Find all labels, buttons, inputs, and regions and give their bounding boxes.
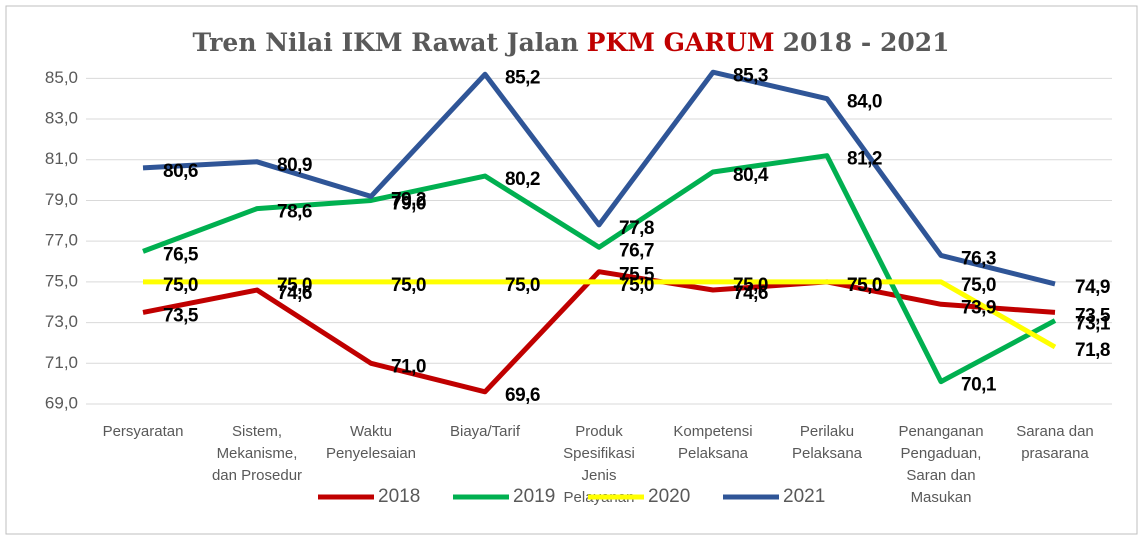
legend-label: 2021 xyxy=(783,486,825,507)
x-tick-label: Persyaratan xyxy=(103,423,184,440)
x-tick-label: Waktu Penyelesaian xyxy=(326,423,416,462)
x-tick-label: Biaya/Tarif xyxy=(450,423,521,440)
y-tick-label: 79,0 xyxy=(45,190,78,209)
title-part: PKM GARUM xyxy=(587,28,775,57)
data-label: 79,0 xyxy=(391,193,426,214)
y-tick-label: 71,0 xyxy=(45,353,78,372)
x-tick-label: Penanganan Pengaduan, Saran dan Masukan xyxy=(898,423,983,506)
data-label: 80,9 xyxy=(277,155,312,176)
data-label: 75,5 xyxy=(619,265,655,286)
x-tick-label: Perilaku Pelaksana xyxy=(792,423,863,462)
legend-label: 2019 xyxy=(513,486,555,507)
data-label: 75,0 xyxy=(847,275,882,296)
data-label: 75,0 xyxy=(391,275,426,296)
y-tick-label: 69,0 xyxy=(45,393,78,412)
series-line xyxy=(142,269,1056,395)
data-label: 73,9 xyxy=(961,297,996,318)
data-label: 73,5 xyxy=(1075,305,1111,326)
legend-label: 2020 xyxy=(648,486,690,507)
x-tick-label: Sarana dan prasarana xyxy=(1016,423,1094,462)
data-label: 73,5 xyxy=(163,305,199,326)
data-label: 77,8 xyxy=(619,218,654,239)
y-tick-label: 81,0 xyxy=(45,149,78,168)
legend-label: 2018 xyxy=(378,486,420,507)
data-label: 79,2 xyxy=(391,189,426,210)
series-line xyxy=(142,69,1056,287)
title-part: 2018 - 2021 xyxy=(783,28,950,57)
y-tick-label: 77,0 xyxy=(45,231,78,250)
data-label: 84,0 xyxy=(847,92,882,113)
data-label: 76,5 xyxy=(163,244,199,265)
data-label: 74,9 xyxy=(1075,277,1110,298)
data-label: 85,3 xyxy=(733,65,768,86)
y-tick-label: 85,0 xyxy=(45,68,78,87)
data-label: 80,2 xyxy=(505,169,540,190)
data-label: 75,0 xyxy=(505,275,540,296)
data-label: 75,0 xyxy=(733,275,768,296)
y-tick-label: 75,0 xyxy=(45,271,78,290)
y-tick-label: 73,0 xyxy=(45,312,78,331)
data-label: 71,8 xyxy=(1075,340,1110,361)
data-label: 75,0 xyxy=(961,275,996,296)
data-label: 70,1 xyxy=(961,375,997,396)
data-label: 74,6 xyxy=(277,283,312,304)
data-label: 74,6 xyxy=(733,283,768,304)
chart-border xyxy=(5,5,1138,535)
data-label: 85,2 xyxy=(505,67,540,88)
data-label: 75,0 xyxy=(847,275,882,296)
y-tick-label: 83,0 xyxy=(45,109,78,128)
chart-title: Tren Nilai IKM Rawat Jalan PKM GARUM 2018 … xyxy=(192,28,949,57)
x-tick-label: Sistem, Mekanisme, dan Prosedur xyxy=(212,423,302,484)
data-label: 69,6 xyxy=(505,385,540,406)
data-label: 71,0 xyxy=(391,356,426,377)
data-label: 76,7 xyxy=(619,240,654,261)
x-tick-label: Kompetensi Pelaksana xyxy=(673,423,752,462)
data-label: 73,1 xyxy=(1075,314,1111,335)
data-label: 75,0 xyxy=(277,275,312,296)
data-label: 80,6 xyxy=(163,161,198,182)
series-line xyxy=(143,279,1057,350)
series-line xyxy=(142,153,1057,385)
data-label: 78,6 xyxy=(277,202,312,223)
data-label: 76,3 xyxy=(961,248,996,269)
data-label: 80,4 xyxy=(733,165,769,186)
data-label: 81,2 xyxy=(847,149,882,170)
title-part: Tren Nilai IKM Rawat Jalan xyxy=(192,28,578,57)
data-label: 75,0 xyxy=(163,275,198,296)
data-label: 75,0 xyxy=(619,275,654,296)
